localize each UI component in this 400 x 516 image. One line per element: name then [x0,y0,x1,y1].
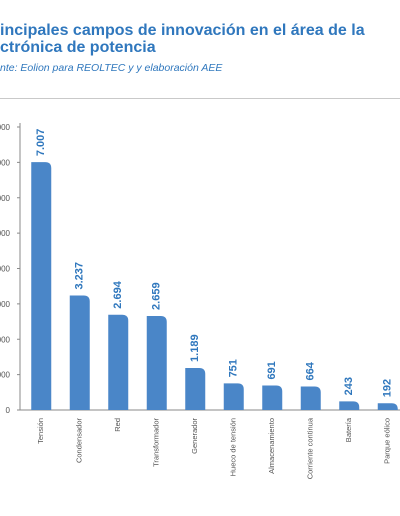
x-category-label: Corriente continua [306,417,315,479]
x-category-label: Tensión [36,418,45,444]
bar [31,162,52,410]
bar-value-label: 7.007 [35,129,47,157]
y-tick-label: 000 [0,300,11,309]
y-tick-label: 000 [0,123,11,132]
x-category-label: Red [113,418,122,432]
x-category-label: Transformador [152,418,161,467]
bar-value-label: 3.237 [74,262,86,290]
bar-chart: 00000000000000000000000007.007Tensión3.2… [0,123,400,479]
x-category-label: Hueco de tensión [229,418,238,476]
title-line-1: incipales campos de innovación en el áre… [0,22,365,39]
bar-value-label: 2.694 [112,280,124,308]
title-divider [0,98,400,99]
bar-value-label: 751 [228,359,240,377]
title-line-2: ctrónica de potencia [0,39,156,56]
bar [146,315,167,410]
y-tick-label: 000 [0,194,11,203]
bar-value-label: 1.189 [189,334,201,362]
x-category-label: Condensador [75,418,84,464]
x-category-label: Generador [190,418,199,454]
chart-source: nte: Eolion para REOLTEC y y elaboración… [0,62,223,74]
bar-value-label: 243 [343,377,355,395]
bar-value-label: 192 [382,379,394,397]
bar [185,367,206,410]
bar [300,386,321,410]
x-category-label: Almacenamiento [267,418,276,474]
y-tick-label: 000 [0,229,11,238]
bar-value-label: 664 [305,361,317,380]
bar-value-label: 691 [266,361,278,379]
x-category-label: Parque eólico [383,418,392,464]
y-tick-label: 000 [0,158,11,167]
y-tick-label: 000 [0,335,11,344]
bar [339,401,360,410]
bar-value-label: 2.659 [151,282,163,310]
chart-title: incipales campos de innovación en el áre… [0,22,400,56]
x-category-label: Batería [344,417,353,442]
bar [377,403,398,410]
bar [108,314,129,410]
bar [69,295,90,410]
bar [223,383,244,410]
y-tick-label: 000 [0,265,11,274]
bar [262,385,283,410]
y-tick-label: 000 [0,371,11,380]
y-tick-label: 0 [6,406,11,415]
